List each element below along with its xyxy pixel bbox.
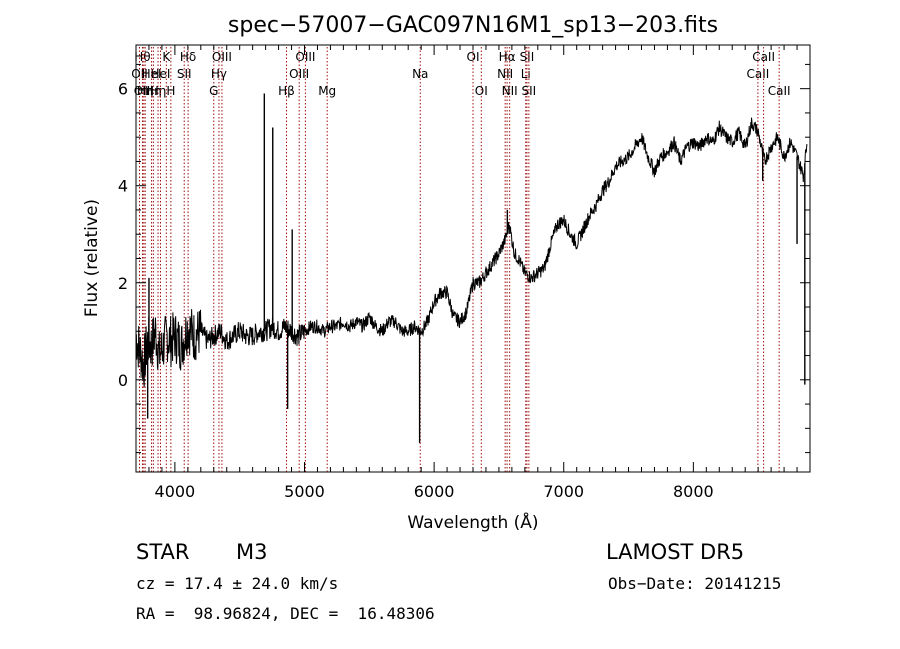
x-tick-label: 8000 [673,482,714,501]
plot-frame [135,44,811,473]
sky-coordinates: RA = 98.96824, DEC = 16.48306 [136,604,435,623]
line-label: G [209,84,218,98]
line-label: OII [131,67,148,81]
redshift-velocity: cz = 17.4 ± 24.0 km/s [136,574,339,593]
line-label: Hη [137,84,154,98]
emission-line-markers: OIIHθOIIIHηHeIHηHηHeIKHSIIHδGHγOIIIHβOII… [131,47,791,472]
line-label: CaII [768,84,791,98]
line-label: HeI [142,67,162,81]
line-label: H [166,84,175,98]
observation-date: Obs−Date: 20141215 [608,574,782,593]
line-label: NII [502,84,518,98]
line-label: Na [412,67,428,81]
x-tick-label: 5000 [284,482,325,501]
line-label: Hβ [278,84,295,98]
line-label: Hα [499,50,516,64]
line-label: SII [177,67,192,81]
y-tick-label: 6 [118,80,128,99]
line-label: Mg [318,84,336,98]
line-label: K [162,50,171,64]
y-tick-label: 4 [118,177,128,196]
spectrum-series [135,93,808,443]
line-label: OIII [134,84,154,98]
axis-ticks: 4000 5000 6000 7000 8000 0 2 4 6 [118,45,811,501]
line-label: Hη [145,84,162,98]
line-label: OIII [212,50,232,64]
line-label: Hδ [180,50,196,64]
line-label: Hγ [211,67,227,81]
y-tick-label: 2 [118,274,128,293]
line-label: Hη [150,84,167,98]
line-label: CaII [752,50,775,64]
line-label: OI [467,50,480,64]
chart-title: spec−57007−GAC097N16M1_sp13−203.fits [228,13,718,38]
x-tick-label: 4000 [155,482,196,501]
object-class: STAR [136,540,190,564]
line-label: OIII [295,50,315,64]
line-label: Li [521,67,531,81]
object-subclass: M3 [236,540,268,564]
x-axis-label: Wavelength (Å) [407,511,538,533]
y-axis-label: Flux (relative) [82,199,102,317]
survey-name: LAMOST DR5 [606,540,745,564]
line-label: NII [497,67,513,81]
line-label: CaII [746,67,769,81]
line-label: SII [520,50,535,64]
line-label: OIII [289,67,309,81]
x-tick-label: 6000 [414,482,455,501]
line-label: OI [475,84,488,98]
line-label: SII [522,84,537,98]
y-tick-label: 0 [118,371,128,390]
x-tick-label: 7000 [543,482,584,501]
spectrum-line [135,117,808,387]
line-label: Hθ [134,50,150,64]
line-label: HeI [151,67,171,81]
